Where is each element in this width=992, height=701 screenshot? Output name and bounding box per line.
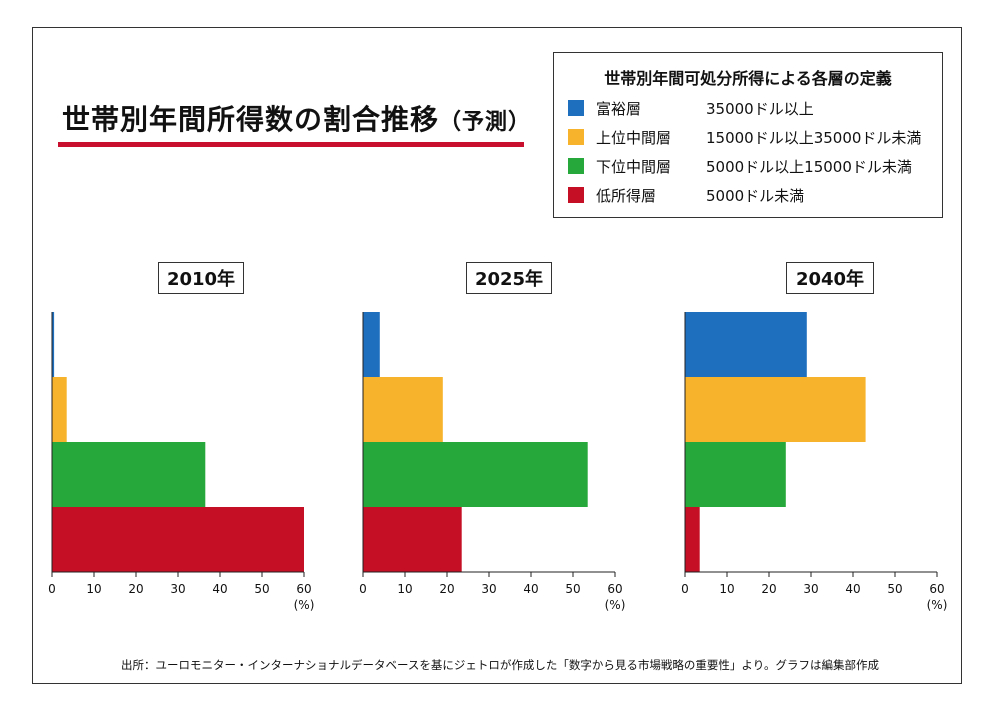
bar-2040-low-income (685, 507, 700, 572)
x-tick-label-2010-0: 0 (48, 582, 56, 596)
x-tick-label-2010-40: 40 (212, 582, 227, 596)
x-tick-label-2025-40: 40 (523, 582, 538, 596)
year-label-2025: 2025年 (466, 262, 552, 294)
legend-item-upper-middle: 上位中間層 15000ドル以上35000ドル未満 (568, 125, 921, 149)
legend-item-wealthy: 富裕層 35000ドル以上 (568, 96, 814, 120)
title-underline (58, 142, 524, 147)
legend-item-lower-middle: 下位中間層 5000ドル以上15000ドル未満 (568, 154, 912, 178)
bar-2025-low-income (363, 507, 462, 572)
x-tick-label-2025-20: 20 (439, 582, 454, 596)
x-tick-label-2025-60: 60 (607, 582, 622, 596)
bar-2025-lower-middle (363, 442, 588, 507)
legend: 世帯別年間可処分所得による各層の定義 富裕層 35000ドル以上 上位中間層 1… (553, 52, 943, 218)
legend-swatch-low-income (568, 187, 584, 203)
page-title-sub: （予測） (439, 110, 532, 135)
x-tick-label-2010-20: 20 (128, 582, 143, 596)
legend-name-lower-middle: 下位中間層 (596, 157, 672, 176)
bar-2010-wealthy (52, 312, 55, 377)
legend-item-low-income: 低所得層 5000ドル未満 (568, 183, 804, 207)
year-label-2040: 2040年 (786, 262, 874, 294)
x-tick-label-2040-50: 50 (887, 582, 902, 596)
x-tick-label-2010-60: 60 (296, 582, 311, 596)
x-tick-label-2040-40: 40 (845, 582, 860, 596)
legend-definition-lower-middle: 5000ドル以上15000ドル未満 (706, 157, 912, 176)
bar-2010-low-income (52, 507, 304, 572)
legend-swatch-wealthy (568, 100, 584, 116)
x-tick-label-2010-50: 50 (254, 582, 269, 596)
x-axis-unit-2040: (%) (927, 598, 948, 612)
legend-name-low-income: 低所得層 (596, 186, 657, 205)
x-tick-label-2010-10: 10 (86, 582, 101, 596)
x-tick-label-2040-20: 20 (761, 582, 776, 596)
legend-swatch-lower-middle (568, 158, 584, 174)
x-tick-label-2025-30: 30 (481, 582, 496, 596)
page-title: 世帯別年間所得数の割合推移（予測） (62, 98, 531, 138)
x-axis-unit-2010: (%) (294, 598, 315, 612)
x-tick-label-2010-30: 30 (170, 582, 185, 596)
source-note: 出所：ユーロモニター・インターナショナルデータベースを基にジェトロが作成した「数… (121, 658, 879, 672)
legend-definition-low-income: 5000ドル未満 (706, 186, 805, 205)
x-tick-label-2040-10: 10 (719, 582, 734, 596)
bar-2040-upper-middle (685, 377, 866, 442)
x-tick-label-2040-60: 60 (929, 582, 944, 596)
legend-swatch-upper-middle (568, 129, 584, 145)
x-tick-label-2040-0: 0 (681, 582, 689, 596)
legend-definition-upper-middle: 15000ドル以上35000ドル未満 (706, 128, 922, 147)
x-tick-label-2040-30: 30 (803, 582, 818, 596)
bar-2025-upper-middle (363, 377, 443, 442)
x-tick-label-2025-50: 50 (565, 582, 580, 596)
bar-2010-lower-middle (52, 442, 206, 507)
x-axis-unit-2025: (%) (605, 598, 626, 612)
x-tick-label-2025-0: 0 (359, 582, 367, 596)
x-tick-label-2025-10: 10 (397, 582, 412, 596)
year-label-2010: 2010年 (158, 262, 244, 294)
legend-definition-wealthy: 35000ドル以上 (706, 99, 814, 118)
legend-name-upper-middle: 上位中間層 (596, 128, 672, 147)
bar-2025-wealthy (363, 312, 380, 377)
page-title-main: 世帯別年間所得数の割合推移 (62, 103, 440, 136)
bar-2010-upper-middle (52, 377, 67, 442)
figure-frame (32, 27, 962, 684)
bar-2040-lower-middle (685, 442, 786, 507)
legend-title: 世帯別年間可処分所得による各層の定義 (604, 69, 892, 88)
legend-name-wealthy: 富裕層 (596, 99, 642, 118)
bar-2040-wealthy (685, 312, 807, 377)
